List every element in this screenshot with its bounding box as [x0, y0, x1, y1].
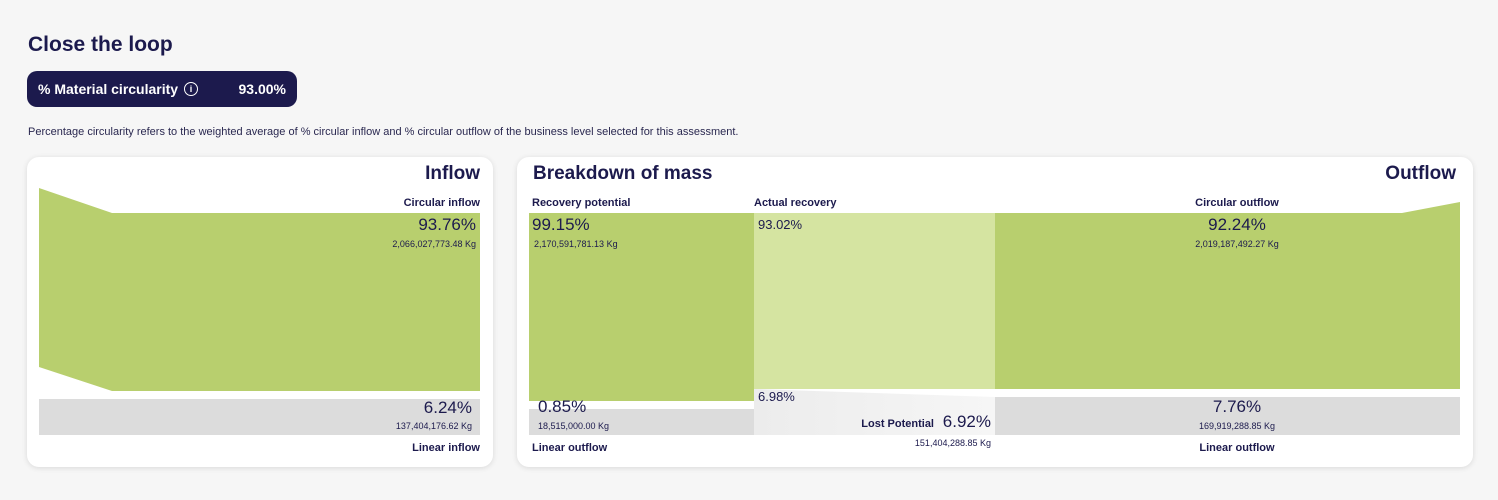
linear-inflow-percent: 6.24% — [423, 398, 472, 417]
page-title: Close the loop — [28, 33, 173, 56]
left-linear-outflow-band — [529, 409, 754, 435]
recovery-potential-label: Recovery potential — [532, 197, 631, 209]
actual-recovery-remainder-percent: 6.98% — [758, 389, 795, 404]
recovery-potential-percent: 99.15% — [532, 215, 590, 234]
circular-outflow-percent: 92.24% — [1208, 215, 1266, 234]
actual-recovery-label: Actual recovery — [754, 197, 837, 209]
material-circularity-badge: % Material circularity i 93.00% — [27, 71, 297, 107]
left-linear-outflow-mass: 18,515,000.00 Kg — [538, 421, 610, 431]
recovery-potential-band — [529, 213, 754, 401]
left-linear-outflow-label: Linear outflow — [532, 442, 608, 454]
inflow-flow-diagram — [39, 188, 480, 435]
circular-inflow-mass: 2,066,027,773.48 Kg — [392, 239, 476, 249]
circular-inflow-percent: 93.76% — [418, 215, 476, 234]
lost-potential-label: Lost Potential — [861, 418, 934, 430]
inflow-card: Inflow Circular inflow 93.76% 2,066,027,… — [27, 157, 493, 467]
lost-potential-mass: 151,404,288.85 Kg — [914, 438, 991, 448]
circular-outflow-label: Circular outflow — [1195, 197, 1279, 209]
circularity-description: Percentage circularity refers to the wei… — [28, 126, 739, 138]
breakdown-of-mass-card: Breakdown of mass Outflow Recovery poten… — [517, 157, 1473, 467]
actual-recovery-percent: 93.02% — [758, 217, 803, 232]
circular-outflow-mass: 2,019,187,492.27 Kg — [1195, 239, 1279, 249]
lost-potential-band — [754, 389, 995, 435]
lost-potential-percent: 6.92% — [942, 412, 991, 431]
material-circularity-value: 93.00% — [238, 81, 286, 97]
right-linear-outflow-label: Linear outflow — [1199, 442, 1275, 454]
circular-inflow-band — [39, 188, 480, 391]
circular-outflow-band — [995, 213, 1460, 389]
right-linear-outflow-percent: 7.76% — [1212, 397, 1262, 416]
linear-inflow-label: Linear inflow — [412, 442, 480, 454]
linear-inflow-band — [39, 399, 480, 435]
info-icon[interactable]: i — [184, 82, 199, 96]
circular-inflow-label: Circular inflow — [403, 197, 480, 209]
material-circularity-label: % Material circularity — [38, 81, 179, 97]
mass-flow-diagram — [529, 202, 1460, 435]
right-linear-outflow-mass: 169,919,288.85 Kg — [1198, 421, 1276, 431]
left-linear-outflow-percent: 0.85% — [538, 397, 587, 416]
inflow-title: Inflow — [425, 163, 480, 184]
recovery-potential-mass: 2,170,591,781.13 Kg — [534, 239, 618, 249]
outflow-title: Outflow — [1385, 163, 1456, 184]
breakdown-of-mass-title: Breakdown of mass — [533, 163, 713, 184]
circular-outflow-tail — [1402, 202, 1460, 389]
linear-inflow-mass: 137,404,176.62 Kg — [395, 421, 472, 431]
right-linear-outflow-band — [995, 397, 1460, 435]
actual-recovery-band — [754, 213, 995, 389]
